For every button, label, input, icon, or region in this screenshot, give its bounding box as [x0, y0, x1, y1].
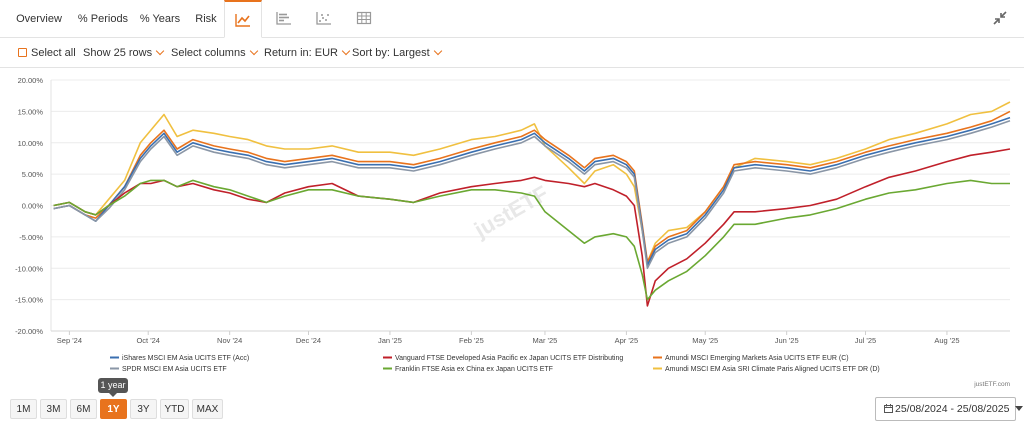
tab-bar-list[interactable] — [266, 0, 302, 38]
tab-risk[interactable]: Risk — [195, 13, 217, 25]
tab-overview[interactable]: Overview — [16, 13, 62, 25]
tab-scatter[interactable] — [306, 0, 342, 38]
range-button-3y[interactable]: 3Y — [130, 399, 157, 419]
x-tick-label: Apr '25 — [615, 336, 639, 345]
collapse-icon — [993, 11, 1007, 25]
legend-label[interactable]: SPDR MSCI EM Asia UCITS ETF — [122, 366, 227, 373]
line-chart-icon — [235, 14, 250, 27]
chevron-down-icon — [433, 46, 442, 56]
range-button-3m[interactable]: 3M — [40, 399, 67, 419]
range-button-1m[interactable]: 1M — [10, 399, 37, 419]
performance-chart[interactable]: justETF 20.00%15.00%10.00%5.00%0.00%-5.0… — [0, 68, 1024, 390]
sort-label: Sort by: Largest — [352, 47, 430, 59]
x-tick-label: Nov '24 — [217, 336, 242, 345]
series-line-3[interactable] — [53, 120, 1011, 270]
y-tick-label: -10.00% — [15, 264, 43, 273]
x-tick-label: Feb '25 — [459, 336, 484, 345]
bar-list-icon — [276, 12, 291, 25]
chart-credit: justETF.com — [973, 381, 1010, 388]
table-icon — [356, 11, 372, 25]
series-line-2[interactable] — [53, 116, 1011, 266]
legend-label[interactable]: Franklin FTSE Asia ex China ex Japan UCI… — [395, 366, 553, 373]
range-button-6m[interactable]: 6M — [70, 399, 97, 419]
range-button-max[interactable]: MAX — [192, 399, 223, 419]
x-tick-label: Mar '25 — [533, 336, 558, 345]
chevron-down-icon — [341, 46, 351, 56]
legend-label[interactable]: iShares MSCI EM Asia UCITS ETF (Acc) — [122, 355, 249, 362]
legend-label[interactable]: Vanguard FTSE Developed Asia Pacific ex … — [395, 355, 623, 362]
y-tick-label: 20.00% — [18, 76, 44, 85]
collapse-button[interactable] — [992, 10, 1008, 31]
tab-line-chart[interactable] — [224, 0, 262, 38]
date-range-label: 25/08/2024 - 25/08/2025 — [895, 403, 1010, 415]
y-tick-label: -15.00% — [15, 296, 43, 305]
y-axis: 20.00% 15.00% 10.00% 5.00% 0.00% -5.00% -10.00… — [15, 76, 43, 336]
x-tick-label: Jun '25 — [775, 336, 799, 345]
y-tick-label: -20.00% — [15, 327, 43, 336]
range-tooltip: 1 year — [98, 378, 128, 397]
select-all-checkbox[interactable]: Select all — [18, 47, 76, 59]
x-tick-label: Jan '25 — [378, 336, 402, 345]
x-tick-label: Dec '24 — [296, 336, 321, 345]
series-line-1[interactable] — [53, 110, 1011, 263]
chart-toolbar: Select all Show 25 rows Select columns R… — [0, 38, 1024, 68]
x-tick-label: May '25 — [692, 336, 718, 345]
y-tick-label: -5.00% — [19, 233, 43, 242]
x-axis: Sep '24 Oct '24 Nov '24 Dec '24 Jan '25 Feb '… — [57, 331, 960, 345]
return-currency-label: Return in: EUR — [264, 47, 338, 59]
chevron-down-icon — [249, 46, 258, 56]
x-tick-label: Jul '25 — [855, 336, 876, 345]
tab-table[interactable] — [346, 0, 382, 38]
y-tick-label: 5.00% — [22, 170, 44, 179]
tab-periods[interactable]: % Periods — [77, 13, 129, 25]
scatter-icon — [316, 12, 331, 25]
select-columns-label: Select columns — [171, 47, 246, 59]
y-tick-label: 15.00% — [18, 107, 44, 116]
legend: iShares MSCI EM Asia UCITS ETF (Acc) SPDR… — [110, 355, 880, 373]
legend-label[interactable]: Amundi MSCI Emerging Markets Asia UCITS … — [665, 355, 849, 362]
tab-years[interactable]: % Years — [139, 13, 181, 25]
show-rows-label: Show 25 rows — [83, 47, 153, 59]
x-tick-label: Aug '25 — [934, 336, 959, 345]
series-line-5[interactable] — [53, 179, 1010, 301]
y-tick-label: 0.00% — [22, 202, 44, 211]
checkbox-icon — [18, 48, 27, 57]
series-lines — [53, 101, 1011, 307]
date-range-picker[interactable]: 25/08/2024 - 25/08/2025 — [875, 397, 1024, 421]
x-tick-label: Sep '24 — [57, 336, 82, 345]
chevron-down-icon — [155, 46, 165, 56]
gridlines — [50, 79, 1010, 332]
range-button-1y[interactable]: 1Y — [100, 399, 127, 419]
sort-dropdown[interactable]: Sort by: Largest — [352, 46, 442, 59]
select-all-label: Select all — [31, 47, 76, 59]
series-line-4[interactable] — [53, 148, 1011, 307]
show-rows-dropdown[interactable]: Show 25 rows — [83, 46, 165, 59]
legend-label[interactable]: Amundi MSCI EM Asia SRI Climate Paris Al… — [665, 366, 880, 373]
calendar-icon — [884, 404, 893, 413]
select-columns-dropdown[interactable]: Select columns — [171, 46, 258, 59]
tab-bar: Overview % Periods % Years Risk — [0, 0, 1024, 38]
y-tick-label: 10.00% — [18, 139, 44, 148]
return-currency-dropdown[interactable]: Return in: EUR — [264, 46, 351, 59]
caret-down-icon — [1015, 406, 1024, 411]
x-tick-label: Oct '24 — [136, 336, 160, 345]
range-button-ytd[interactable]: YTD — [160, 399, 189, 419]
